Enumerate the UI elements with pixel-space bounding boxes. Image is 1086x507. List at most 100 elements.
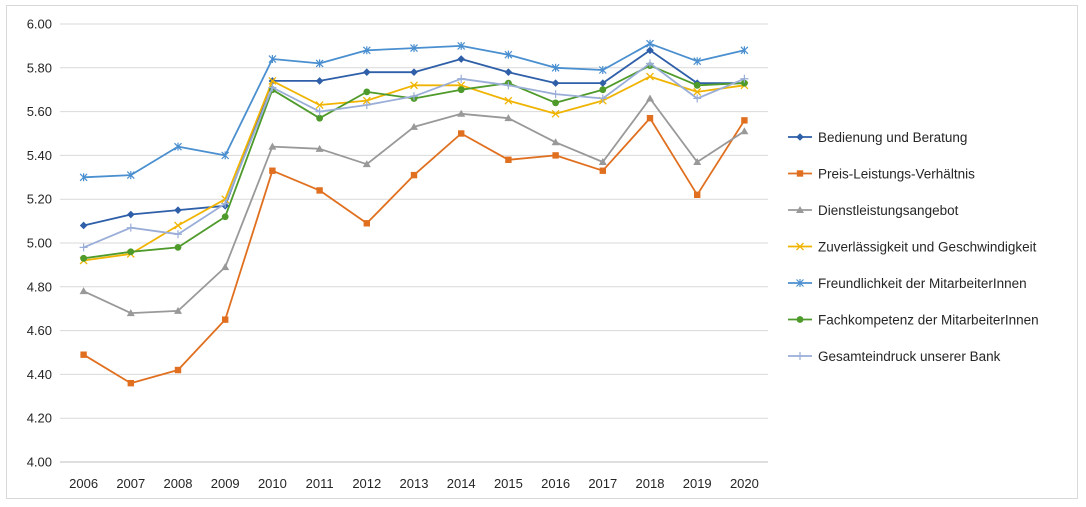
series-0	[79, 46, 749, 230]
data-point	[599, 86, 607, 94]
data-point	[457, 74, 466, 83]
series-group	[79, 39, 749, 387]
x-tick-label: 2011	[306, 476, 334, 491]
data-point	[646, 46, 654, 55]
legend-entry: Gesamteindruck unserer Bank	[788, 349, 1001, 364]
x-tick-label: 2014	[447, 476, 476, 491]
legend-marker	[796, 133, 804, 141]
legend-entry: Zuverlässigkeit und Geschwindigkeit	[788, 240, 1037, 255]
legend-label: Dienstleistungsangebot	[818, 203, 959, 218]
data-point	[315, 77, 324, 85]
y-tick-label: 5.80	[27, 60, 52, 75]
data-point	[316, 187, 323, 194]
data-point	[221, 263, 230, 271]
legend-marker	[796, 170, 804, 177]
y-tick-label: 5.20	[27, 192, 52, 207]
data-point	[174, 306, 182, 314]
data-point	[362, 101, 371, 110]
data-point	[174, 142, 182, 151]
data-point	[174, 206, 182, 214]
data-point	[174, 366, 182, 374]
data-point	[551, 109, 560, 118]
legend: Bedienung und Beratung Preis-Leistungs-Ve…	[788, 130, 1039, 364]
data-point	[410, 92, 418, 101]
data-point	[268, 142, 277, 150]
data-point	[552, 152, 559, 159]
data-point	[410, 122, 418, 130]
data-point	[315, 144, 324, 152]
data-point	[221, 213, 229, 221]
series-6	[79, 59, 749, 252]
x-tick-label: 2009	[211, 476, 240, 491]
chart-frame	[6, 5, 1078, 499]
data-point	[410, 171, 418, 179]
legend-entry: Fachkompetenz der MitarbeiterInnen	[788, 313, 1039, 328]
x-tick-label: 2020	[730, 476, 759, 491]
y-tick-label: 4.20	[27, 411, 52, 426]
x-tick-label: 2019	[683, 476, 712, 491]
data-point	[127, 379, 134, 387]
x-tick-label: 2017	[588, 476, 617, 491]
legend-marker	[796, 242, 804, 251]
data-point	[126, 171, 135, 180]
data-point	[315, 101, 324, 109]
data-point	[551, 90, 560, 99]
legend-label: Preis-Leistungs-Verhältnis	[818, 167, 975, 182]
data-point	[363, 68, 371, 76]
data-point	[646, 94, 654, 102]
series-4	[79, 39, 749, 182]
data-point	[693, 157, 702, 165]
legend-label: Gesamteindruck unserer Bank	[818, 349, 1001, 364]
data-point	[505, 156, 512, 163]
data-point	[222, 316, 229, 323]
data-point	[741, 79, 748, 87]
data-point	[457, 109, 466, 117]
data-point	[504, 114, 513, 122]
y-tick-label: 4.40	[27, 367, 52, 382]
data-point	[316, 114, 323, 122]
series-2	[79, 94, 749, 317]
gridlines	[60, 23, 768, 463]
series-line	[83, 97, 745, 315]
data-point	[552, 99, 559, 107]
data-point	[457, 86, 465, 94]
series-1	[80, 114, 748, 387]
legend-label: Freundlichkeit der MitarbeiterInnen	[818, 276, 1027, 291]
data-point	[221, 151, 230, 160]
data-point	[268, 55, 277, 64]
legend-marker	[796, 352, 804, 360]
data-point	[599, 79, 607, 87]
y-tick-label: 4.00	[27, 455, 52, 470]
data-point	[363, 88, 371, 96]
x-tick-label: 2010	[258, 476, 287, 491]
x-tick-label: 2006	[69, 476, 98, 491]
data-point	[646, 59, 654, 68]
data-point	[362, 160, 371, 168]
y-tick-label: 5.40	[27, 148, 52, 163]
y-tick-label: 6.00	[27, 17, 52, 32]
x-tick-label: 2016	[541, 476, 570, 491]
data-point	[79, 221, 88, 230]
data-point	[693, 81, 701, 89]
series-line	[83, 42, 745, 179]
data-point	[551, 138, 560, 146]
data-point	[741, 117, 748, 124]
data-point	[410, 68, 418, 76]
data-point	[268, 76, 277, 85]
data-point	[551, 63, 560, 72]
data-point	[646, 72, 654, 81]
x-tick-label: 2007	[116, 476, 145, 491]
data-point	[740, 74, 749, 83]
y-tick-label: 4.80	[27, 279, 52, 294]
data-point	[457, 55, 465, 63]
x-tick-label: 2012	[352, 476, 381, 491]
x-tick-label: 2008	[164, 476, 193, 491]
data-point	[80, 351, 87, 358]
data-point	[127, 248, 135, 256]
data-point	[740, 46, 749, 55]
legend-entry: Preis-Leistungs-Verhältnis	[788, 167, 975, 182]
data-point	[646, 114, 654, 122]
data-point	[693, 87, 702, 96]
data-point	[126, 223, 135, 232]
